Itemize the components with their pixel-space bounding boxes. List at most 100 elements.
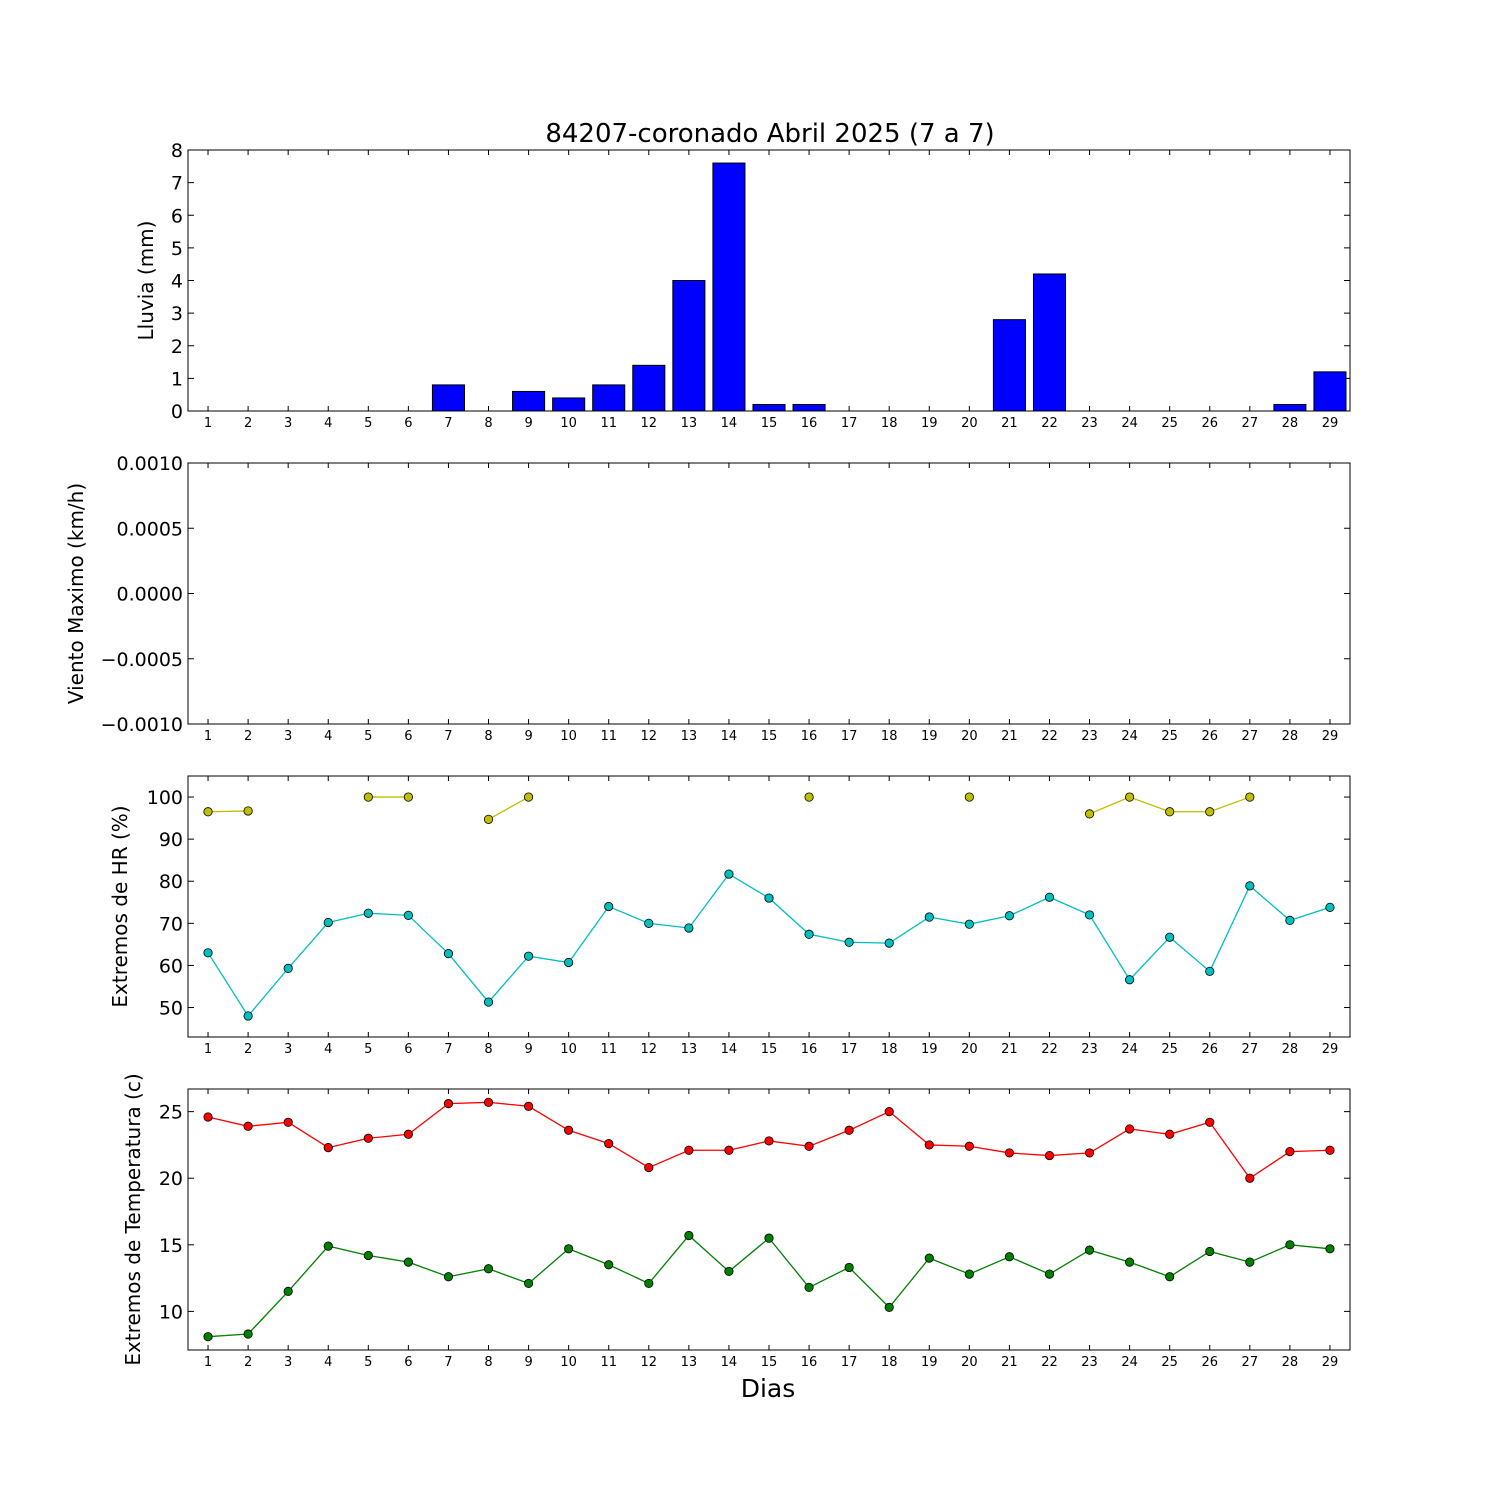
rain-bar <box>792 403 826 411</box>
humidity-series-0-point <box>1084 809 1095 819</box>
rain-x-tick-label: 26 <box>1201 416 1218 431</box>
humidity-x-tick-label: 26 <box>1201 1042 1218 1057</box>
rain-x-tick-label: 29 <box>1322 416 1339 431</box>
temperature-series-1-point <box>1125 1257 1135 1267</box>
humidity-x-tick-label: 2 <box>244 1042 252 1057</box>
x-axis-label: Dias <box>741 1374 796 1403</box>
rain-x-tick-label: 13 <box>681 416 698 431</box>
humidity-series-1-point <box>323 917 333 928</box>
wind-x-tick-label: 14 <box>721 729 738 744</box>
humidity-series-0-line <box>488 796 529 820</box>
rain-y-tick-label: 7 <box>171 173 183 195</box>
humidity-x-tick-label: 21 <box>1001 1042 1018 1057</box>
temperature-series-1-point <box>924 1253 934 1263</box>
wind-x-tick-label: 1 <box>204 729 212 744</box>
rain-x-tick-label: 17 <box>841 416 858 431</box>
humidity-x-tick-label: 8 <box>484 1042 492 1057</box>
rain-plot-frame <box>187 149 1351 412</box>
wind-x-tick-label: 20 <box>961 729 978 744</box>
humidity-y-tick-label: 90 <box>159 829 183 851</box>
rain-bar <box>592 384 626 411</box>
humidity-series-0-point <box>203 807 213 817</box>
humidity-series-0-point <box>1165 807 1175 817</box>
temperature-series-0-point <box>203 1112 213 1122</box>
wind-x-tick-label: 15 <box>761 729 778 744</box>
humidity-series-0-point <box>483 814 494 824</box>
wind-x-tick-label: 5 <box>364 729 372 744</box>
wind-x-tick-label: 23 <box>1081 729 1098 744</box>
humidity-y-tick-label: 60 <box>159 955 183 977</box>
humidity-series-1-point <box>564 957 574 968</box>
rain-bar <box>552 397 586 411</box>
temperature-series-0-point <box>403 1129 413 1139</box>
humidity-series-1-point <box>523 951 534 961</box>
temperature-series-0-point <box>1084 1148 1095 1158</box>
temperature-series-0-point <box>884 1107 894 1117</box>
rain-x-tick-label: 10 <box>560 416 577 431</box>
humidity-x-tick-label: 13 <box>681 1042 698 1057</box>
wind-x-tick-label: 28 <box>1282 729 1299 744</box>
wind-y-tick-label: −0.0005 <box>101 649 183 671</box>
wind-x-tick-label: 25 <box>1161 729 1178 744</box>
temperature-x-tick-label: 12 <box>641 1355 658 1370</box>
humidity-x-tick-label: 14 <box>721 1042 738 1057</box>
humidity-series-1-point <box>243 1011 253 1021</box>
temperature-series-1-point <box>403 1257 413 1267</box>
rain-y-tick-label: 6 <box>171 205 183 227</box>
wind-x-tick-label: 6 <box>404 729 412 744</box>
humidity-y-axis-label: Extremos de HR (%) <box>108 805 132 1007</box>
rain-x-tick-label: 25 <box>1161 416 1178 431</box>
temperature-x-tick-label: 20 <box>961 1355 978 1370</box>
temperature-series-1-point <box>684 1230 694 1241</box>
temperature-series-1-point <box>243 1329 253 1339</box>
rain-x-tick-label: 22 <box>1041 416 1058 431</box>
wind-x-tick-label: 8 <box>484 729 492 744</box>
rain-x-tick-label: 4 <box>324 416 332 431</box>
temperature-x-tick-label: 24 <box>1121 1355 1138 1370</box>
temperature-series-1-point <box>283 1286 293 1297</box>
humidity-series-0-point <box>1125 792 1135 802</box>
temperature-series-1-point <box>523 1278 534 1289</box>
wind-y-tick-label: 0.0005 <box>117 518 183 540</box>
temperature-series-1-point <box>1245 1257 1255 1267</box>
rain-bar <box>992 319 1026 411</box>
wind-plot-frame <box>187 462 1351 725</box>
humidity-x-tick-label: 7 <box>444 1042 452 1057</box>
temperature-series-1-point <box>644 1278 654 1289</box>
temperature-series-1-line <box>207 1234 1331 1338</box>
humidity-series-1-point <box>644 918 654 928</box>
rain-y-tick-label: 2 <box>171 336 183 358</box>
figure-title: 84207-coronado Abril 2025 (7 a 7) <box>545 119 994 149</box>
wind-x-tick-label: 9 <box>524 729 532 744</box>
temperature-series-1-point <box>604 1260 614 1270</box>
temperature-series-0-point <box>1004 1148 1015 1158</box>
humidity-plot-frame <box>187 775 1351 1038</box>
humidity-series-0-point <box>243 806 253 816</box>
humidity-series-1-point <box>1165 932 1175 942</box>
humidity-x-tick-label: 24 <box>1121 1042 1138 1057</box>
wind-x-tick-label: 21 <box>1001 729 1018 744</box>
temperature-y-tick-label: 25 <box>159 1102 183 1124</box>
temperature-series-0-point <box>283 1117 293 1127</box>
temperature-x-tick-label: 9 <box>524 1355 532 1370</box>
temperature-series-1-point <box>964 1269 974 1279</box>
wind-x-tick-label: 27 <box>1242 729 1259 744</box>
rain-x-tick-label: 9 <box>524 416 532 431</box>
humidity-series-1-point <box>403 910 413 920</box>
temperature-x-tick-label: 3 <box>284 1355 292 1370</box>
humidity-x-tick-label: 5 <box>364 1042 372 1057</box>
temperature-series-0-point <box>724 1145 734 1155</box>
rain-bar <box>712 162 746 411</box>
temperature-series-1-point <box>804 1282 814 1293</box>
temperature-x-tick-label: 29 <box>1322 1355 1339 1370</box>
rain-x-tick-label: 18 <box>881 416 898 431</box>
temperature-x-tick-label: 25 <box>1161 1355 1178 1370</box>
wind-y-axis-label: Viento Maximo (km/h) <box>64 483 88 704</box>
wind-x-tick-label: 3 <box>284 729 292 744</box>
humidity-x-tick-label: 20 <box>961 1042 978 1057</box>
humidity-series-1-point <box>1325 902 1335 912</box>
temperature-series-1-point <box>1084 1245 1095 1255</box>
